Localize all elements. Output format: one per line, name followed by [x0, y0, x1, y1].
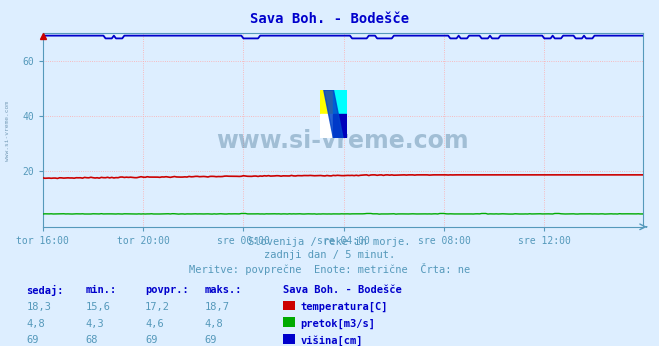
Text: www.si-vreme.com: www.si-vreme.com [5, 101, 11, 162]
Text: 15,6: 15,6 [86, 302, 111, 312]
Text: temperatura[C]: temperatura[C] [301, 302, 388, 312]
Text: zadnji dan / 5 minut.: zadnji dan / 5 minut. [264, 250, 395, 260]
Text: sedaj:: sedaj: [26, 285, 64, 297]
Bar [333, 114, 347, 138]
Text: višina[cm]: višina[cm] [301, 335, 363, 346]
Text: Slovenija / reke in morje.: Slovenija / reke in morje. [248, 237, 411, 247]
Bar [320, 90, 333, 114]
Text: Sava Boh. - Bodešče: Sava Boh. - Bodešče [283, 285, 402, 295]
Text: 18,3: 18,3 [26, 302, 51, 312]
Text: 4,8: 4,8 [204, 319, 223, 329]
Text: Meritve: povprečne  Enote: metrične  Črta: ne: Meritve: povprečne Enote: metrične Črta:… [189, 263, 470, 275]
Text: 68: 68 [86, 335, 98, 345]
Text: povpr.:: povpr.: [145, 285, 188, 295]
Text: maks.:: maks.: [204, 285, 242, 295]
Text: 69: 69 [204, 335, 217, 345]
Text: Sava Boh. - Bodešče: Sava Boh. - Bodešče [250, 12, 409, 26]
Bar [333, 90, 347, 114]
Text: 4,8: 4,8 [26, 319, 45, 329]
Text: www.si-vreme.com: www.si-vreme.com [216, 129, 469, 153]
Text: min.:: min.: [86, 285, 117, 295]
Text: pretok[m3/s]: pretok[m3/s] [301, 319, 376, 329]
Text: 17,2: 17,2 [145, 302, 170, 312]
Text: 18,7: 18,7 [204, 302, 229, 312]
Text: 69: 69 [145, 335, 158, 345]
Polygon shape [324, 90, 343, 138]
Text: 4,6: 4,6 [145, 319, 163, 329]
Text: 69: 69 [26, 335, 39, 345]
Bar [320, 114, 333, 138]
Text: 4,3: 4,3 [86, 319, 104, 329]
